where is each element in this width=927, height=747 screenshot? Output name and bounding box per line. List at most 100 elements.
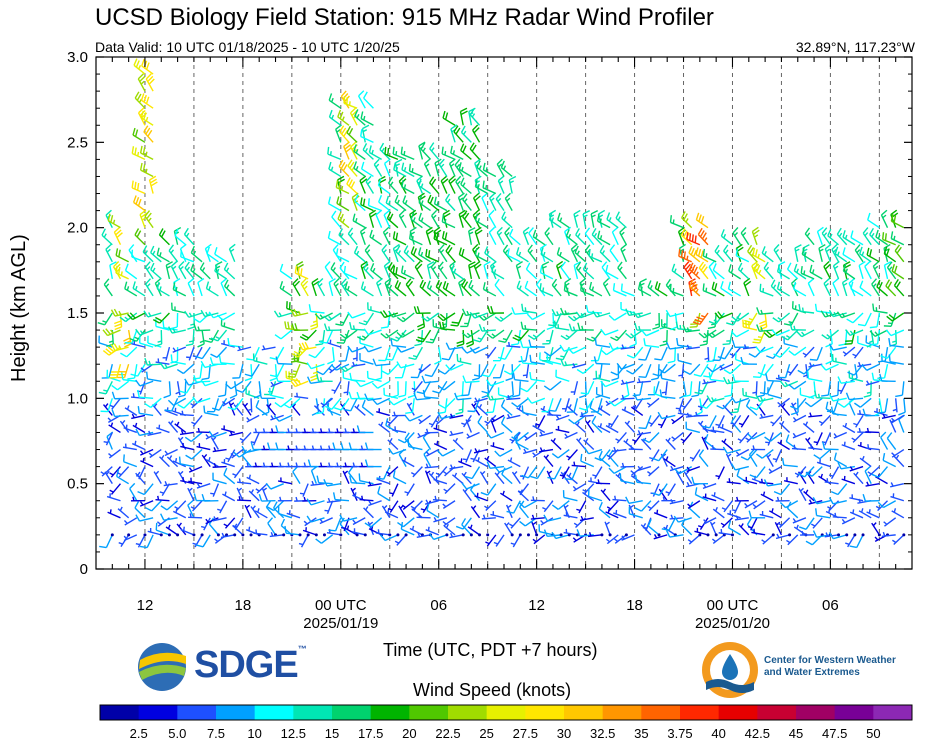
wind-barb (859, 246, 872, 263)
wind-barb (764, 431, 782, 442)
wind-barb (200, 379, 219, 387)
wind-barb (323, 323, 341, 332)
colorbar: 2.5 5.0 7.5 10 12.5 15 17.5 20 22.5 25 27.5 30 32.5 3… (99, 704, 913, 741)
wind-barb (396, 329, 415, 338)
wind-barb (792, 517, 807, 524)
wind-barb (111, 380, 130, 391)
wind-barb (343, 398, 358, 412)
wind-barb (306, 515, 325, 523)
wind-barb (469, 142, 481, 160)
wind-barb (437, 398, 448, 415)
colorbar-tick-label: 22.5 (435, 726, 460, 741)
x-tick-label: 00 UTC (707, 597, 759, 614)
wind-barb (201, 493, 219, 502)
wind-barb (724, 381, 734, 398)
wind-barb (586, 329, 603, 342)
wind-barb (442, 281, 456, 297)
wind-barb (709, 521, 717, 536)
wind-barb (775, 496, 790, 502)
wind-barb (140, 363, 154, 373)
wind-barb (267, 517, 277, 536)
wind-barb (420, 142, 432, 160)
wind-barb (462, 210, 472, 229)
y-tick-label: 2.5 (67, 134, 88, 151)
wind-barb (687, 534, 701, 545)
wind-barb (135, 466, 146, 480)
wind-barb (478, 312, 497, 321)
wind-barb (685, 344, 700, 350)
wind-barb (434, 414, 448, 426)
wind-barb (669, 215, 684, 229)
wind-barb (804, 397, 823, 408)
wind-barb (286, 510, 301, 519)
wind-barb (221, 425, 235, 434)
wind-barb (546, 312, 555, 331)
wind-barb (738, 523, 750, 536)
wind-barb (170, 312, 179, 330)
wind-barb (100, 466, 113, 477)
wind-barb (137, 73, 146, 92)
wind-barb (102, 328, 121, 337)
wind-barb (386, 279, 399, 297)
wind-barb (168, 420, 179, 433)
wind-barb (144, 210, 154, 229)
wind-barb (595, 370, 611, 382)
wind-barb (486, 392, 505, 401)
wind-barb (726, 478, 741, 485)
wind-barb (457, 192, 465, 211)
wind-barb (331, 210, 342, 229)
wind-barb (127, 364, 138, 380)
wind-barb (566, 449, 578, 461)
wind-barb (804, 227, 815, 246)
wind-barb (411, 506, 423, 519)
wind-barb (162, 346, 171, 361)
wind-barb (571, 363, 586, 369)
wind-barb (648, 414, 660, 427)
wind-barb (419, 279, 432, 297)
wind-barb (620, 243, 628, 263)
wind-barb (353, 161, 366, 178)
calm-marker (788, 533, 792, 537)
wind-barb (493, 534, 505, 547)
wind-barb (862, 227, 872, 246)
wind-barb (397, 517, 415, 528)
wind-barb (479, 470, 489, 485)
wind-barb (379, 534, 399, 542)
wind-barb (197, 277, 205, 297)
colorbar-swatch (370, 705, 410, 720)
wind-barb (629, 329, 637, 348)
wind-barb (660, 371, 676, 382)
wind-barb (894, 244, 905, 263)
wind-barb (652, 483, 668, 496)
wind-barb (842, 247, 856, 263)
wind-barb (815, 508, 831, 519)
wind-barb (346, 125, 358, 143)
calm-marker (478, 533, 482, 537)
wind-barb (719, 363, 733, 371)
wind-barb (783, 336, 798, 348)
wind-barb (368, 500, 382, 507)
wind-barb (357, 90, 366, 109)
x-tick-label: 06 (822, 597, 839, 614)
wind-barb (461, 329, 480, 339)
wind-barb (137, 406, 154, 417)
wind-barb (597, 405, 611, 416)
wind-barb (620, 462, 635, 468)
wind-barb (511, 397, 529, 408)
wind-barb (323, 478, 341, 487)
wind-barb (387, 437, 399, 451)
wind-barb (547, 466, 562, 480)
wind-barb (777, 517, 791, 529)
wind-barb (373, 158, 383, 177)
wind-barb (827, 228, 840, 246)
wind-barb (184, 431, 203, 442)
wind-barb (761, 246, 774, 263)
wind-barb (560, 261, 570, 280)
wind-barb (364, 459, 382, 468)
colorbar-swatch (873, 705, 913, 720)
wind-barb (333, 278, 342, 297)
wind-barb (421, 312, 440, 322)
wind-barb (481, 363, 497, 378)
wind-barb (893, 278, 905, 297)
wind-barb (487, 306, 505, 314)
